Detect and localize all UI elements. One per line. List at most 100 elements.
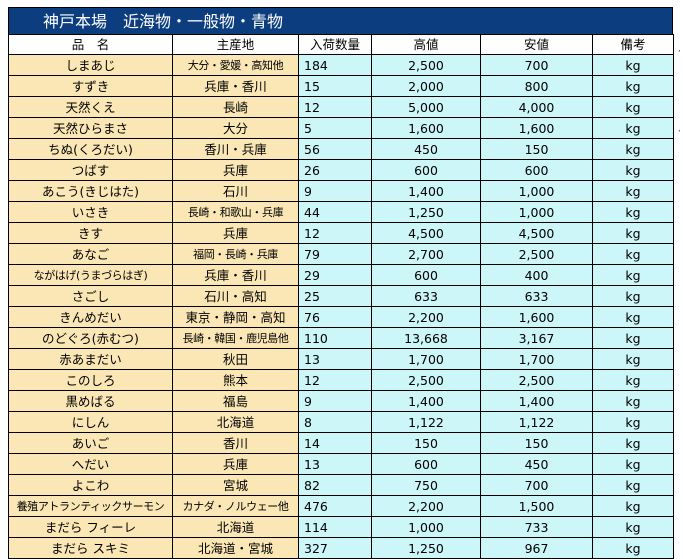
cell-low: 600	[480, 159, 593, 181]
cell-high: 5,000	[371, 96, 481, 118]
cell-qty: 5	[298, 117, 372, 139]
table-row: のどぐろ(赤むつ) 長崎・韓国・鹿児島他 110 13,668 3,167 kg	[8, 327, 674, 349]
table-row: あなご 福岡・長崎・兵庫 79 2,700 2,500 kg	[8, 243, 674, 265]
sheet-title: 神戸本場 近海物・一般物・青物	[8, 7, 673, 34]
cell-qty: 44	[298, 201, 372, 223]
cell-origin: 北海道	[172, 516, 299, 538]
table-row: あこう(きじはた) 石川 9 1,400 1,000 kg	[8, 180, 674, 202]
cell-remarks: kg	[592, 138, 674, 160]
cell-name: のどぐろ(赤むつ)	[8, 327, 173, 349]
cell-low: 700	[480, 54, 593, 76]
table-row: 赤あまだい 秋田 13 1,700 1,700 kg	[8, 348, 674, 370]
cell-origin: 大分	[172, 117, 299, 139]
cell-name: まだら スキミ	[8, 537, 173, 559]
cell-remarks: kg	[592, 411, 674, 433]
header-low: 安値	[480, 34, 593, 55]
stray-mark: ,	[678, 44, 681, 54]
cell-remarks: kg	[592, 369, 674, 391]
cell-origin: 兵庫	[172, 159, 299, 181]
cell-origin: 石川・高知	[172, 285, 299, 307]
cell-name: このしろ	[8, 369, 173, 391]
cell-qty: 29	[298, 264, 372, 286]
price-table: 品 名 主産地 入荷数量 高値 安値 備考 しまあじ 大分・愛媛・高知他 184 2,…	[8, 34, 674, 559]
cell-high: 1,250	[371, 537, 481, 559]
cell-remarks: kg	[592, 537, 674, 559]
cell-low: 400	[480, 264, 593, 286]
cell-qty: 12	[298, 369, 372, 391]
table-row: まだら フィーレ 北海道 114 1,000 733 kg	[8, 516, 674, 538]
cell-name: ながはげ(うまづらはぎ)	[8, 264, 173, 286]
cell-origin: 兵庫	[172, 222, 299, 244]
cell-high: 600	[371, 264, 481, 286]
cell-low: 733	[480, 516, 593, 538]
cell-high: 1,400	[371, 390, 481, 412]
header-high: 高値	[371, 34, 481, 55]
cell-low: 4,000	[480, 96, 593, 118]
cell-remarks: kg	[592, 243, 674, 265]
cell-name: まだら フィーレ	[8, 516, 173, 538]
table-row: すずき 兵庫・香川 15 2,000 800 kg	[8, 75, 674, 97]
cell-origin: 福岡・長崎・兵庫	[172, 243, 299, 265]
table-row: へだい 兵庫 13 600 450 kg	[8, 453, 674, 475]
cell-qty: 26	[298, 159, 372, 181]
table-row: よこわ 宮城 82 750 700 kg	[8, 474, 674, 496]
cell-low: 4,500	[480, 222, 593, 244]
cell-name: あこう(きじはた)	[8, 180, 173, 202]
cell-origin: 兵庫・香川	[172, 75, 299, 97]
cell-origin: 香川・兵庫	[172, 138, 299, 160]
cell-low: 1,600	[480, 306, 593, 328]
cell-name: あなご	[8, 243, 173, 265]
cell-high: 13,668	[371, 327, 481, 349]
cell-remarks: kg	[592, 306, 674, 328]
table-row: にしん 北海道 8 1,122 1,122 kg	[8, 411, 674, 433]
cell-origin: 香川	[172, 432, 299, 454]
cell-name: 養殖アトランティックサーモン	[8, 495, 173, 517]
cell-low: 700	[480, 474, 593, 496]
table-row: 養殖アトランティックサーモン カナダ・ノルウェー他 476 2,200 1,500 kg	[8, 495, 674, 517]
table-row: きす 兵庫 12 4,500 4,500 kg	[8, 222, 674, 244]
cell-high: 2,500	[371, 54, 481, 76]
cell-name: よこわ	[8, 474, 173, 496]
cell-origin: 北海道	[172, 411, 299, 433]
cell-qty: 9	[298, 390, 372, 412]
table-row: このしろ 熊本 12 2,500 2,500 kg	[8, 369, 674, 391]
cell-name: 黒めばる	[8, 390, 173, 412]
header-origin: 主産地	[172, 34, 299, 55]
cell-name: きす	[8, 222, 173, 244]
cell-qty: 9	[298, 180, 372, 202]
cell-qty: 13	[298, 348, 372, 370]
cell-remarks: kg	[592, 474, 674, 496]
cell-qty: 110	[298, 327, 372, 349]
cell-high: 2,700	[371, 243, 481, 265]
cell-low: 1,500	[480, 495, 593, 517]
cell-high: 450	[371, 138, 481, 160]
cell-qty: 25	[298, 285, 372, 307]
cell-origin: 長崎・韓国・鹿児島他	[172, 327, 299, 349]
cell-origin: 兵庫・香川	[172, 264, 299, 286]
cell-remarks: kg	[592, 54, 674, 76]
cell-remarks: kg	[592, 180, 674, 202]
cell-origin: 大分・愛媛・高知他	[172, 54, 299, 76]
cell-high: 1,000	[371, 516, 481, 538]
table-row: あいご 香川 14 150 150 kg	[8, 432, 674, 454]
cell-remarks: kg	[592, 117, 674, 139]
cell-remarks: kg	[592, 390, 674, 412]
cell-name: しまあじ	[8, 54, 173, 76]
cell-low: 633	[480, 285, 593, 307]
cell-remarks: kg	[592, 201, 674, 223]
table-row: しまあじ 大分・愛媛・高知他 184 2,500 700 kg	[8, 54, 674, 76]
cell-low: 967	[480, 537, 593, 559]
cell-remarks: kg	[592, 159, 674, 181]
cell-low: 1,400	[480, 390, 593, 412]
cell-name: 天然くえ	[8, 96, 173, 118]
cell-high: 2,200	[371, 306, 481, 328]
cell-high: 1,400	[371, 180, 481, 202]
cell-qty: 476	[298, 495, 372, 517]
cell-low: 1,122	[480, 411, 593, 433]
header-qty: 入荷数量	[298, 34, 372, 55]
cell-qty: 15	[298, 75, 372, 97]
cell-qty: 56	[298, 138, 372, 160]
cell-high: 1,122	[371, 411, 481, 433]
cell-name: ちぬ(くろだい)	[8, 138, 173, 160]
cell-name: いさき	[8, 201, 173, 223]
